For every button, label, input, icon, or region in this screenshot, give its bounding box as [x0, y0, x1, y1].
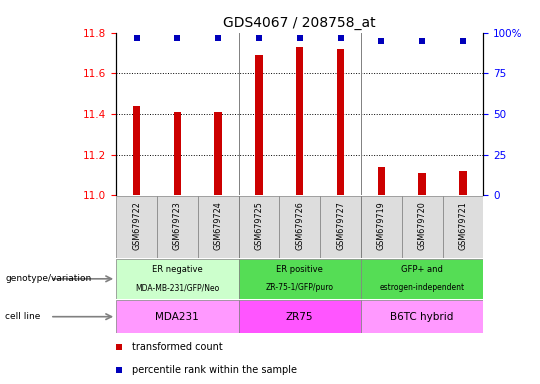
Point [295, 35, 304, 41]
Point [173, 35, 181, 41]
Point [418, 38, 427, 44]
Point [336, 35, 345, 41]
Text: MDA-MB-231/GFP/Neo: MDA-MB-231/GFP/Neo [135, 283, 219, 292]
Text: transformed count: transformed count [132, 342, 223, 352]
Bar [459, 171, 467, 195]
Bar [239, 196, 279, 258]
Text: GSM679724: GSM679724 [214, 201, 222, 250]
Point [214, 35, 222, 41]
Point [254, 35, 263, 41]
Bar [320, 196, 361, 258]
Text: genotype/variation: genotype/variation [5, 274, 92, 283]
Bar [116, 300, 239, 333]
Text: cell line: cell line [5, 312, 41, 321]
Bar [442, 196, 483, 258]
Bar [296, 47, 303, 195]
Text: ZR75: ZR75 [286, 312, 313, 322]
Text: GSM679720: GSM679720 [417, 201, 427, 250]
Text: GSM679722: GSM679722 [132, 201, 141, 250]
Point [377, 38, 386, 44]
Bar [279, 196, 320, 258]
Bar [361, 300, 483, 333]
Text: GSM679723: GSM679723 [173, 201, 182, 250]
Bar [198, 196, 239, 258]
Text: estrogen-independent: estrogen-independent [380, 283, 464, 292]
Bar [418, 173, 426, 195]
Bar [361, 196, 402, 258]
Text: B6TC hybrid: B6TC hybrid [390, 312, 454, 322]
Point [114, 367, 123, 373]
Text: ER negative: ER negative [152, 265, 202, 275]
Bar [133, 106, 140, 195]
Bar [116, 258, 239, 299]
Text: GSM679725: GSM679725 [254, 201, 264, 250]
Point [458, 38, 467, 44]
Text: GSM679727: GSM679727 [336, 201, 345, 250]
Bar [157, 196, 198, 258]
Text: MDA231: MDA231 [156, 312, 199, 322]
Text: percentile rank within the sample: percentile rank within the sample [132, 365, 298, 375]
Bar [214, 112, 222, 195]
Bar [377, 167, 385, 195]
Text: ZR-75-1/GFP/puro: ZR-75-1/GFP/puro [266, 283, 334, 292]
Title: GDS4067 / 208758_at: GDS4067 / 208758_at [224, 16, 376, 30]
Bar [402, 196, 442, 258]
Text: ER positive: ER positive [276, 265, 323, 275]
Bar [255, 55, 262, 195]
Text: GSM679721: GSM679721 [458, 201, 468, 250]
Bar [116, 196, 157, 258]
Bar [239, 258, 361, 299]
Bar [337, 49, 344, 195]
Bar [361, 258, 483, 299]
Text: GSM679726: GSM679726 [295, 201, 304, 250]
Text: GFP+ and: GFP+ and [401, 265, 443, 275]
Point [132, 35, 141, 41]
Point [114, 344, 123, 350]
Bar [239, 300, 361, 333]
Bar [174, 112, 181, 195]
Text: GSM679719: GSM679719 [377, 201, 386, 250]
